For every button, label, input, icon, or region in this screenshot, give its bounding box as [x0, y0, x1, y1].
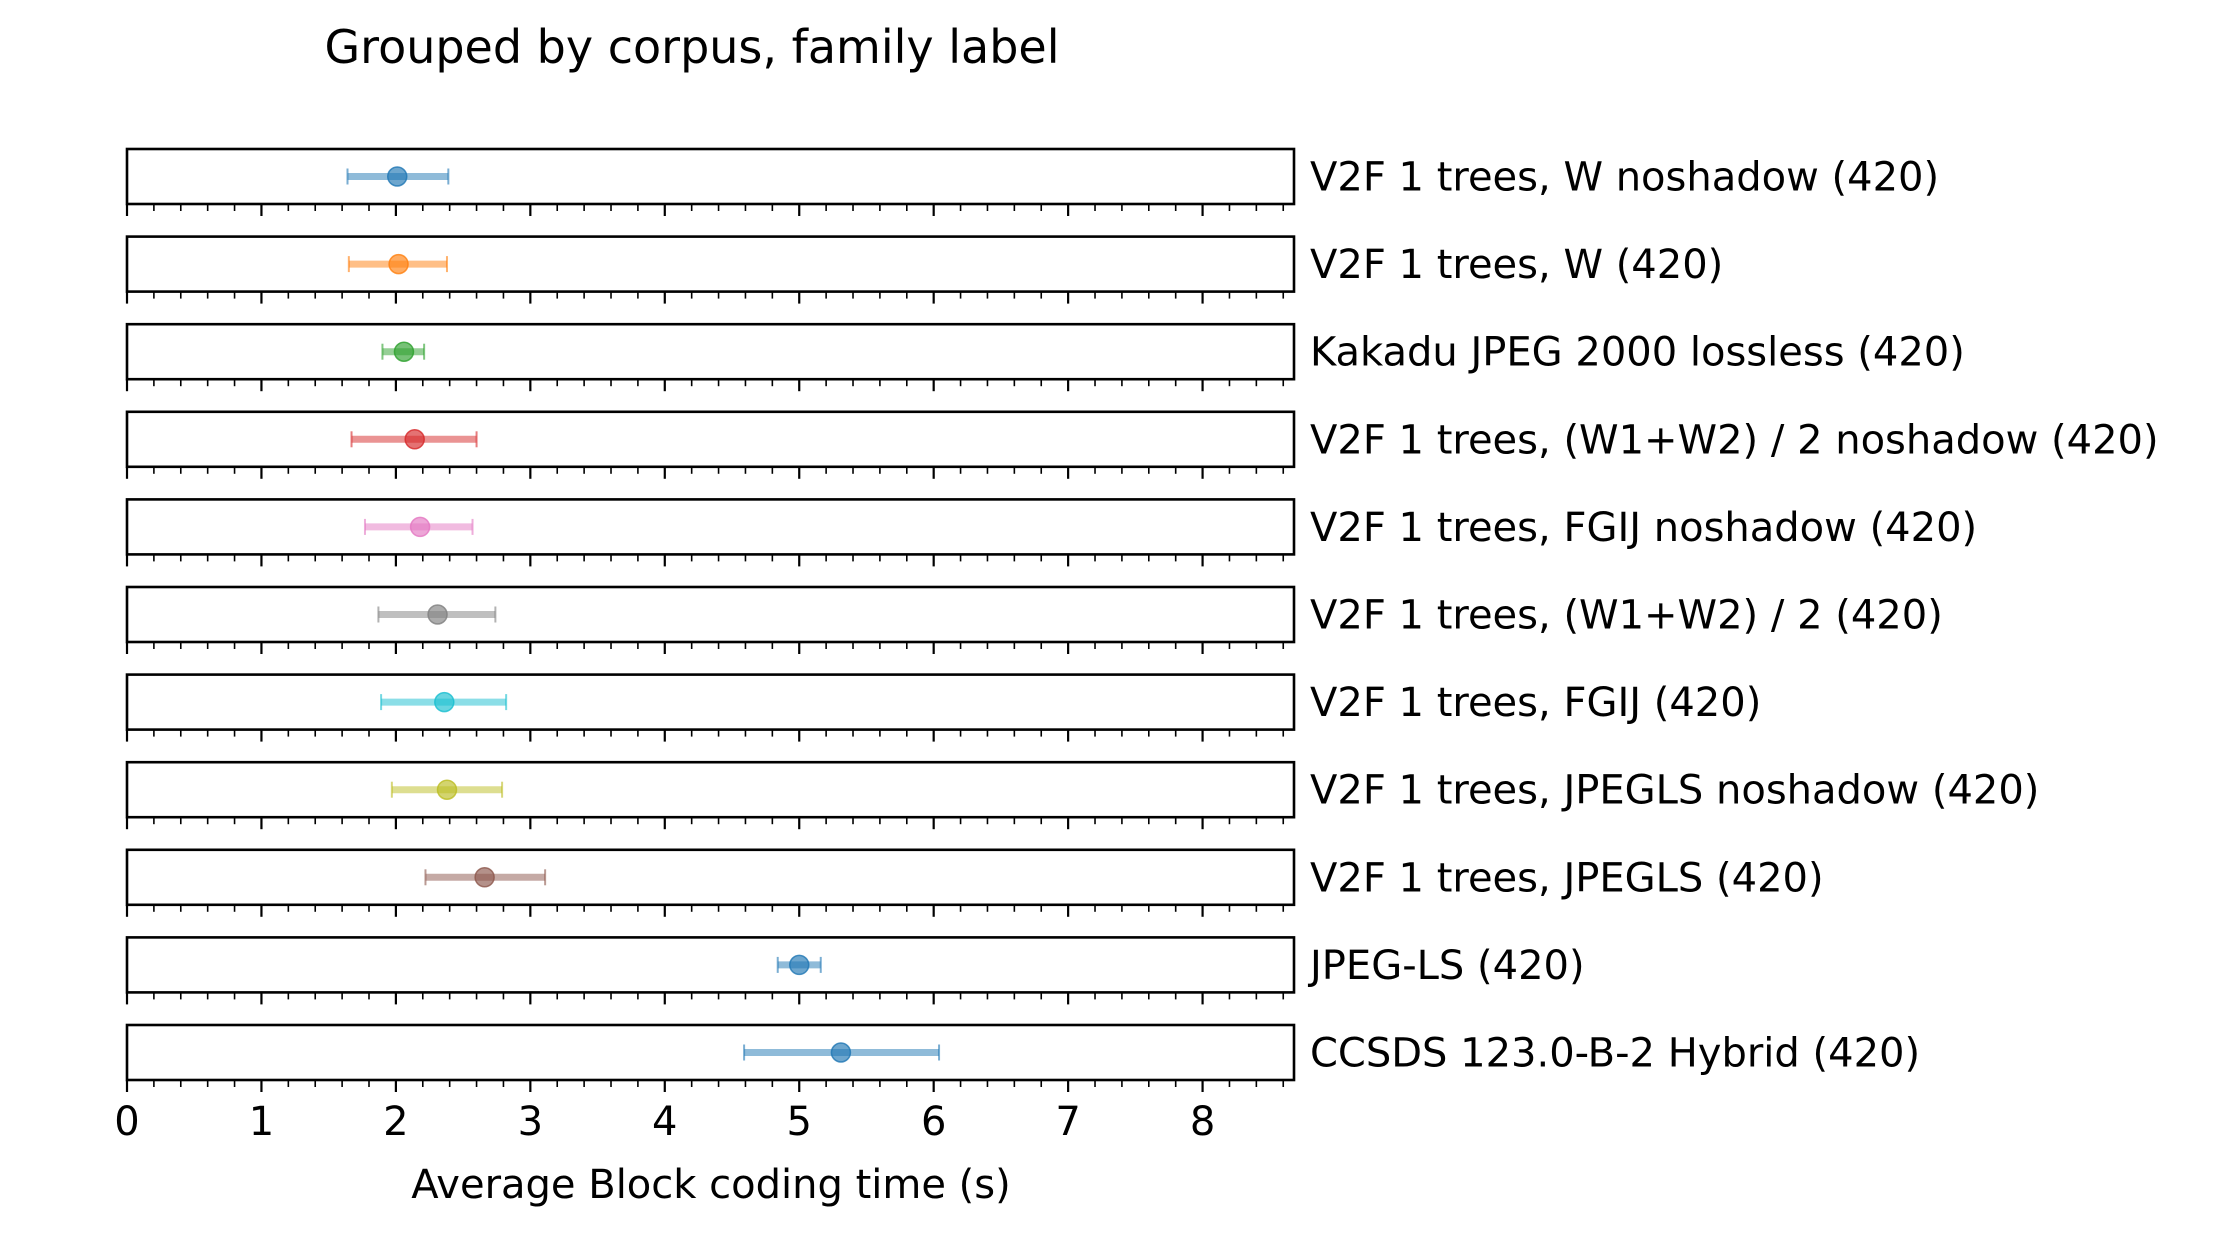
x-tick-label: 8 — [1190, 1099, 1215, 1145]
panel-frame — [125, 322, 1296, 381]
row-label: V2F 1 trees, (W1+W2) / 2 (420) — [1310, 593, 1943, 639]
panel-frame — [125, 1023, 1296, 1082]
data-point — [386, 166, 408, 187]
row-label: V2F 1 trees, (W1+W2) / 2 noshadow (420) — [1310, 417, 2159, 463]
x-axis-label: Average Block coding time (s) — [411, 1162, 1010, 1208]
row-panel: V2F 1 trees, FGIJ noshadow (420) — [125, 498, 1977, 567]
x-tick-label: 0 — [114, 1099, 139, 1145]
row-label: JPEG-LS (420) — [1307, 943, 1585, 989]
panel-frame — [125, 760, 1296, 819]
panel-frame — [125, 235, 1296, 293]
row-label: V2F 1 trees, FGIJ noshadow (420) — [1310, 505, 1977, 551]
row-panel: Kakadu JPEG 2000 lossless (420) — [125, 322, 1965, 392]
row-panel: CCSDS 123.0-B-2 Hybrid (420) — [125, 1023, 1920, 1092]
row-label: V2F 1 trees, W (420) — [1310, 242, 1723, 288]
row-panel: JPEG-LS (420) — [125, 936, 1585, 1005]
row-label: V2F 1 trees, JPEGLS noshadow (420) — [1310, 768, 2039, 814]
x-tick-label: 2 — [383, 1099, 408, 1145]
panel-frame — [125, 848, 1296, 907]
data-point — [404, 429, 425, 450]
data-point — [436, 779, 458, 800]
x-tick-label: 6 — [921, 1099, 946, 1145]
row-label: V2F 1 trees, JPEGLS (420) — [1310, 855, 1824, 901]
panel-frame — [125, 936, 1296, 994]
panel-frame — [125, 410, 1296, 469]
data-point — [427, 604, 448, 625]
panel-frame — [125, 585, 1296, 644]
data-point — [474, 867, 495, 888]
chart-title: Grouped by corpus, family label — [325, 20, 1060, 74]
x-tick-label: 7 — [1055, 1099, 1080, 1145]
x-tick-labels: 0 1 2 3 4 5 6 7 8 — [114, 1099, 1215, 1145]
row-panel: V2F 1 trees, (W1+W2) / 2 (420) — [125, 585, 1943, 654]
data-point — [434, 691, 455, 713]
row-panel: V2F 1 trees, W noshadow (420) — [125, 147, 1939, 216]
x-tick-label: 1 — [249, 1099, 274, 1145]
x-tick-label: 4 — [652, 1099, 677, 1145]
row-panel: V2F 1 trees, W (420) — [125, 235, 1723, 304]
data-point — [388, 253, 409, 275]
row-panel: V2F 1 trees, FGIJ (420) — [125, 673, 1761, 742]
panel-frame — [125, 498, 1296, 556]
data-point — [409, 516, 431, 538]
row-label: V2F 1 trees, FGIJ (420) — [1310, 680, 1761, 726]
x-tick-label: 3 — [518, 1099, 543, 1145]
panel-frame — [125, 673, 1296, 731]
row-label: CCSDS 123.0-B-2 Hybrid (420) — [1310, 1031, 1920, 1077]
row-label: V2F 1 trees, W noshadow (420) — [1310, 155, 1939, 201]
data-point — [393, 341, 415, 362]
row-label: Kakadu JPEG 2000 lossless (420) — [1310, 330, 1965, 376]
chart-panels: V2F 1 trees, W noshadow (420) V2F 1 trees… — [125, 147, 2159, 1092]
x-tick-label: 5 — [787, 1099, 812, 1145]
row-panel: V2F 1 trees, JPEGLS noshadow (420) — [125, 760, 2039, 830]
row-panel: V2F 1 trees, (W1+W2) / 2 noshadow (420) — [125, 410, 2159, 479]
row-panel: V2F 1 trees, JPEGLS (420) — [125, 848, 1824, 917]
panel-frame — [125, 147, 1296, 206]
data-point — [830, 1042, 852, 1063]
data-point — [788, 954, 810, 976]
